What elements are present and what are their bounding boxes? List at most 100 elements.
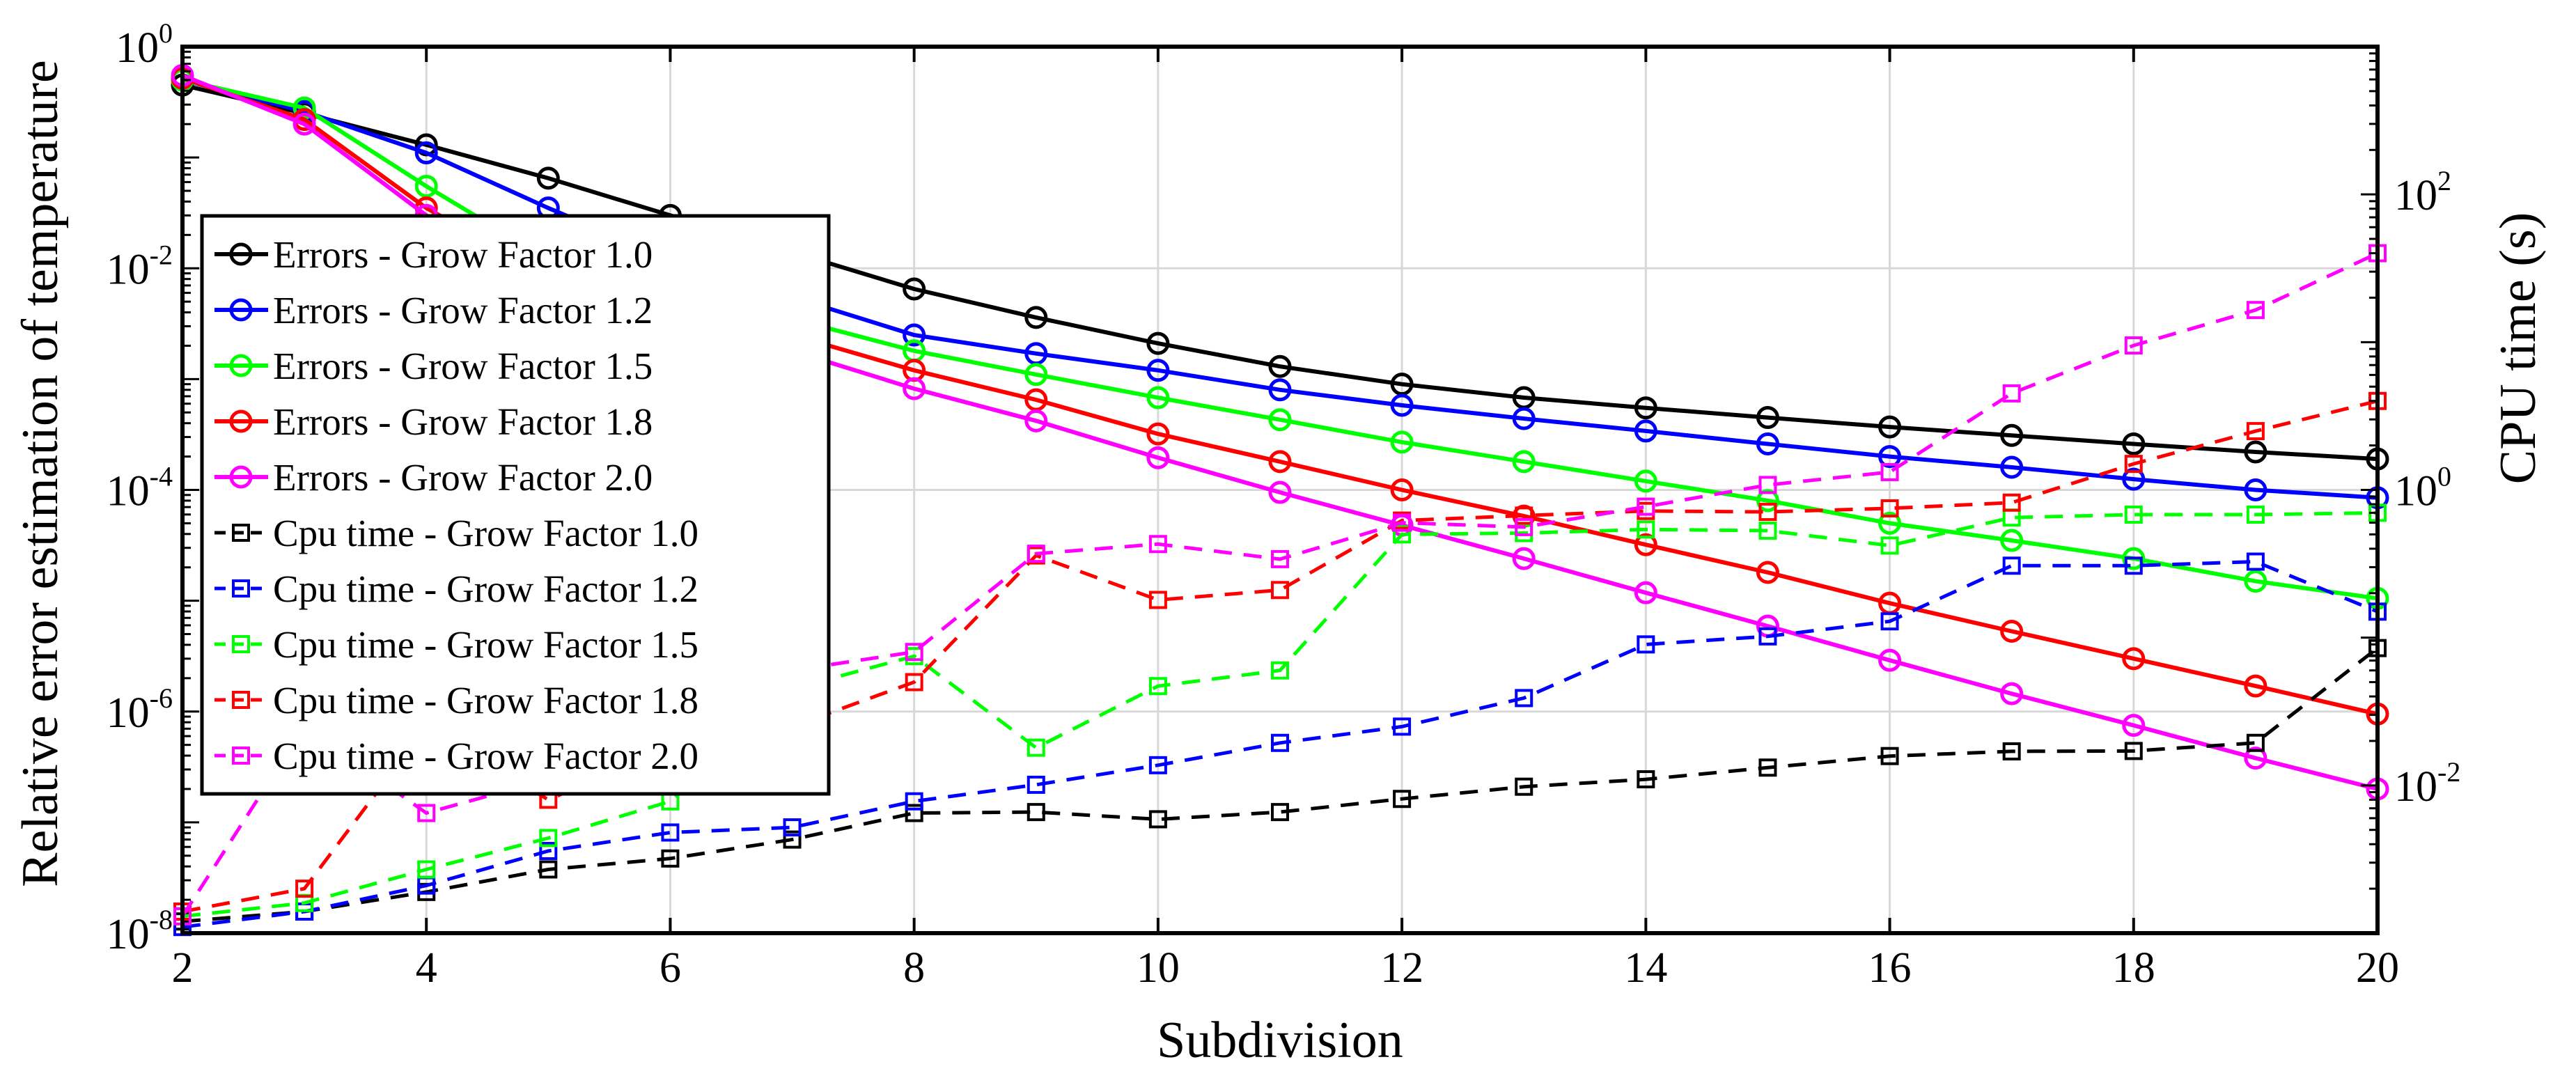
data-point bbox=[905, 643, 923, 662]
data-point bbox=[1880, 612, 1899, 631]
data-point bbox=[2122, 647, 2146, 671]
x-tick-label: 8 bbox=[903, 944, 925, 992]
data-point bbox=[903, 377, 926, 400]
x-tick-label: 10 bbox=[1137, 944, 1180, 992]
series-line bbox=[182, 510, 2378, 919]
data-point bbox=[1756, 561, 1779, 584]
data-point bbox=[1271, 733, 1289, 752]
legend-marker bbox=[229, 242, 253, 266]
data-point bbox=[1393, 790, 1412, 808]
data-point bbox=[1146, 386, 1170, 409]
data-point bbox=[905, 792, 923, 811]
x-tick-label: 2 bbox=[172, 944, 194, 992]
y-left-tick-label: 100 bbox=[116, 17, 173, 72]
data-point bbox=[2246, 301, 2265, 320]
series-line bbox=[182, 646, 2379, 923]
data-point bbox=[1027, 775, 1045, 794]
data-point bbox=[2000, 423, 2024, 447]
data-point bbox=[536, 166, 560, 190]
data-point bbox=[2122, 467, 2146, 491]
data-point bbox=[1880, 462, 1899, 481]
x-tick-label: 18 bbox=[2112, 944, 2155, 992]
data-point bbox=[2002, 742, 2021, 760]
data-point bbox=[903, 323, 926, 347]
data-point bbox=[1878, 648, 1902, 672]
legend-entry: Errors - Grow Factor 1.0 bbox=[273, 233, 653, 276]
data-point bbox=[1268, 481, 1292, 504]
data-point bbox=[539, 841, 558, 860]
data-point bbox=[1634, 396, 1657, 420]
x-tick-label: 16 bbox=[1868, 944, 1912, 992]
data-point bbox=[1268, 354, 1292, 378]
data-point bbox=[2124, 742, 2143, 760]
data-point bbox=[1271, 803, 1289, 822]
data-point bbox=[1880, 747, 1899, 765]
data-point bbox=[1758, 521, 1777, 540]
y-right-tick-label: 100 bbox=[2394, 461, 2451, 515]
data-point bbox=[1271, 661, 1289, 680]
legend-entry: Cpu time - Grow Factor 1.5 bbox=[273, 623, 698, 666]
data-point bbox=[1880, 536, 1899, 555]
data-point bbox=[2002, 384, 2021, 403]
data-point bbox=[1758, 627, 1777, 646]
data-point bbox=[1637, 770, 1655, 789]
data-point bbox=[414, 174, 438, 198]
data-point bbox=[2000, 682, 2024, 705]
data-point bbox=[1637, 520, 1655, 539]
legend-marker bbox=[229, 465, 253, 489]
data-point bbox=[2122, 432, 2146, 455]
data-point bbox=[2002, 556, 2021, 575]
data-point bbox=[2244, 674, 2267, 698]
x-axis-label: Subdivision bbox=[1157, 1012, 1403, 1069]
data-point bbox=[2122, 714, 2146, 737]
data-point bbox=[1393, 513, 1412, 532]
data-point bbox=[1148, 756, 1167, 774]
data-point bbox=[1515, 506, 1533, 525]
data-point bbox=[1390, 478, 1414, 501]
data-point bbox=[2000, 619, 2024, 643]
legend-entry: Errors - Grow Factor 1.8 bbox=[273, 400, 653, 443]
data-point bbox=[2244, 747, 2267, 770]
data-point bbox=[1515, 777, 1533, 796]
data-point bbox=[1027, 738, 1045, 757]
data-point bbox=[1268, 378, 1292, 402]
x-tick-label: 4 bbox=[416, 944, 437, 992]
legend-marker bbox=[229, 298, 253, 322]
data-point bbox=[1390, 393, 1414, 417]
data-point bbox=[1393, 525, 1412, 544]
data-point bbox=[2124, 556, 2143, 575]
data-point bbox=[1758, 503, 1777, 522]
data-point bbox=[1271, 549, 1289, 568]
data-point bbox=[1390, 430, 1414, 454]
data-point bbox=[1756, 432, 1779, 455]
legend-marker bbox=[232, 747, 250, 765]
data-point bbox=[539, 829, 558, 847]
data-point bbox=[1634, 581, 1657, 604]
data-point bbox=[1146, 331, 1170, 355]
legend-marker bbox=[232, 579, 250, 597]
data-point bbox=[1148, 591, 1167, 609]
data-point bbox=[2244, 570, 2267, 593]
data-point bbox=[417, 804, 436, 822]
legend-marker bbox=[232, 524, 250, 542]
data-point bbox=[661, 849, 680, 868]
data-point bbox=[1515, 689, 1533, 708]
data-point bbox=[417, 860, 436, 879]
series-line bbox=[182, 83, 2378, 462]
legend-marker bbox=[232, 691, 250, 709]
data-point bbox=[905, 804, 923, 822]
legend-entry: Errors - Grow Factor 2.0 bbox=[273, 456, 653, 499]
data-point bbox=[2002, 493, 2021, 512]
data-point bbox=[1268, 408, 1292, 432]
x-tick-label: 20 bbox=[2356, 944, 2399, 992]
legend-entry: Cpu time - Grow Factor 2.0 bbox=[273, 735, 698, 777]
legend-marker bbox=[229, 409, 253, 433]
legend-box bbox=[200, 214, 831, 796]
axes: 2 4 6 8 10 12 14 16 18 2010-810-610-410-210010-21… bbox=[107, 17, 2461, 992]
y-right-tick-label: 10-2 bbox=[2394, 756, 2460, 811]
data-point bbox=[2000, 455, 2024, 479]
legend-entry: Cpu time - Grow Factor 1.2 bbox=[273, 568, 698, 610]
data-point bbox=[1634, 419, 1657, 443]
y-left-tick-label: 10-2 bbox=[107, 239, 173, 293]
data-point bbox=[295, 880, 314, 898]
